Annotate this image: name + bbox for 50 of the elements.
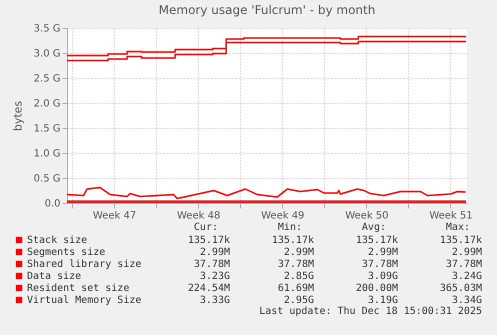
text: 135.17k (356, 235, 398, 246)
text: Max: (446, 222, 470, 233)
legend-label: Shared library size (27, 259, 142, 270)
text: 135.17k (188, 235, 230, 246)
text: Cur: (194, 222, 218, 233)
y-tick-label: 3.5 G (34, 24, 60, 34)
text: 37.78M (446, 259, 482, 270)
text: 2.99M (452, 247, 482, 258)
text: 3.24G (452, 271, 482, 282)
text: 2.85G (284, 271, 314, 282)
x-tick-label: Week 48 (177, 210, 220, 222)
legend-label: Stack size (27, 235, 88, 246)
text: 135.17k (272, 235, 314, 246)
y-tick-label: 3.0 G (34, 48, 60, 60)
y-tick-label: 1.0 G (34, 148, 60, 160)
y-tick-label: 0.0 (44, 198, 60, 210)
text: 37.78M (194, 259, 230, 270)
text: 3.23G (200, 271, 230, 282)
x-tick-label: Week 50 (345, 210, 389, 222)
text: Min: (278, 222, 302, 233)
text: 224.54M (188, 283, 230, 294)
x-tick-label: Week 51 (429, 210, 473, 222)
legend-label: Virtual Memory Size (27, 295, 142, 306)
text: 37.78M (362, 259, 398, 270)
text: 3.34G (452, 295, 482, 306)
text: 2.99M (368, 247, 398, 258)
legend-label: Segments size (27, 247, 106, 258)
chart-title: Memory usage 'Fulcrum' - by month (158, 3, 376, 17)
text: 2.99M (200, 247, 230, 258)
y-axis-title: bytes (12, 100, 25, 132)
text: Avg: (362, 222, 386, 233)
x-tick-label: Week 49 (261, 210, 304, 222)
legend-label: Resident set size (27, 283, 130, 294)
x-tick-label: Week 47 (92, 210, 136, 222)
text: 2.95G (284, 295, 314, 306)
y-tick-label: 2.5 G (34, 74, 60, 84)
text: 365.03M (440, 283, 482, 294)
text: Last update: Thu Dec 18 15:00:31 2025 (259, 306, 482, 317)
y-tick-label: 1.5 G (34, 124, 60, 134)
text: 3.19G (368, 295, 398, 306)
text: 37.78M (278, 259, 314, 270)
y-tick-label: 2.0 G (34, 98, 60, 110)
y-tick-label: 0.5 G (34, 174, 60, 184)
text: 3.09G (368, 271, 398, 282)
text: 135.17k (440, 235, 482, 246)
legend-label: Data size (27, 271, 82, 282)
text: 200.00M (356, 283, 398, 294)
text: 2.99M (284, 247, 314, 258)
text: 3.33G (200, 295, 230, 306)
text: 61.69M (278, 283, 314, 294)
